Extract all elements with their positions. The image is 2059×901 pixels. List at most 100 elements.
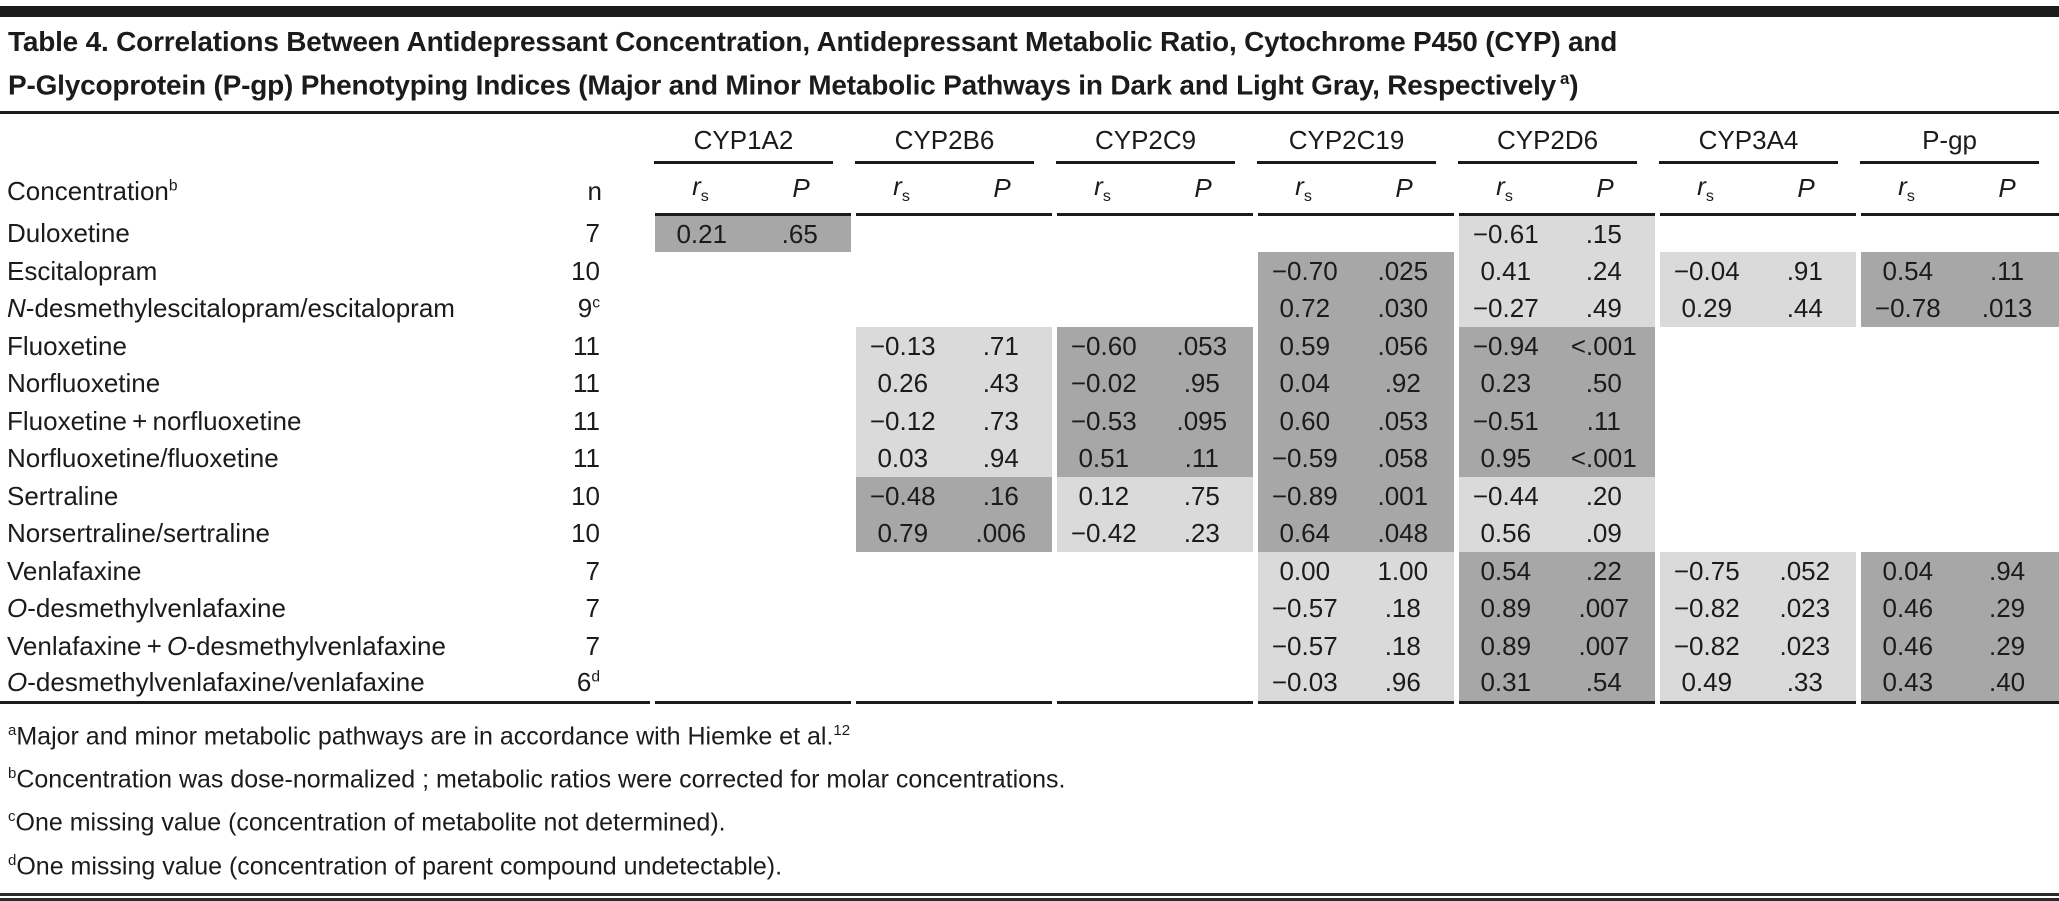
cell-p <box>1955 515 2059 553</box>
cell-rs: 0.72 <box>1252 289 1353 328</box>
cell-p <box>749 515 853 553</box>
table-row: Norfluoxetine 11 0.26.43 −0.02.95 0.04.92 0.2… <box>0 364 2059 403</box>
subcolumn-header-p: P <box>950 164 1055 217</box>
column-group-cyp3a4: CYP3A4 <box>1657 114 1858 165</box>
row-spacer <box>610 552 652 590</box>
cell-rs: 0.89 <box>1453 627 1554 665</box>
cell-p: .44 <box>1754 289 1859 328</box>
cell-rs: 0.04 <box>1855 552 1956 590</box>
cell-rs: −0.12 <box>850 402 951 440</box>
cell-rs: −0.02 <box>1051 364 1152 403</box>
row-label: Sertraline <box>7 480 119 511</box>
table-row: Venlafaxine 7 0.00 1.00 0.54.22 −0.75.052 0.04… <box>0 552 2059 590</box>
cell-rs: −0.13 <box>850 327 951 365</box>
subcolumn-header-p: P <box>1955 164 2059 217</box>
row-n-value: 11 <box>573 368 600 399</box>
cell-p <box>1151 627 1255 665</box>
row-spacer <box>610 665 652 703</box>
table-title-line2: P-Glycoprotein (P-gp) Phenotyping Indice… <box>8 69 1579 101</box>
cell-p <box>950 590 1054 628</box>
cell-rs: 0.49 <box>1654 664 1755 703</box>
subcolumn-header-p: P <box>1151 164 1256 217</box>
cell-rs: 0.59 <box>1252 327 1353 365</box>
cell-rs: 0.04 <box>1252 364 1353 403</box>
cell-rs: 0.60 <box>1252 402 1353 440</box>
cell-p: .007 <box>1553 627 1658 665</box>
cell-p: .006 <box>950 514 1055 553</box>
column-group-pgp: P-gp <box>1858 114 2059 165</box>
cell-p <box>950 627 1054 665</box>
cell-p: .053 <box>1352 402 1457 440</box>
table-row: O-desmethylvenlafaxine 7 −0.57.18 0.89.007−… <box>0 589 2059 628</box>
cell-rs: 0.31 <box>1453 664 1554 703</box>
cell-p: .71 <box>950 327 1055 365</box>
n-footnote-marker: c <box>592 294 600 312</box>
row-spacer <box>610 365 652 403</box>
cell-rs: −0.60 <box>1051 327 1152 365</box>
row-n-value: 11 <box>573 443 600 474</box>
cell-p: .056 <box>1352 327 1457 365</box>
cell-p <box>749 402 853 440</box>
row-label: Norsertraline/sertraline <box>7 518 270 549</box>
cell-p: .11 <box>1955 252 2059 290</box>
subcolumn-header-rs: rs <box>1054 164 1152 217</box>
bottom-rule-bar <box>0 893 2059 901</box>
cell-p <box>749 590 853 628</box>
table-title-line1: Table 4. Correlations Between Antidepres… <box>8 26 1618 57</box>
cell-p <box>1754 515 1858 553</box>
cell-rs: 0.56 <box>1453 514 1554 553</box>
cell-p <box>749 290 853 328</box>
cell-p: .15 <box>1553 214 1658 253</box>
cell-rs <box>1654 214 1755 253</box>
cell-p: .23 <box>1151 514 1256 553</box>
table-row: Fluoxetine 11 −0.13.71 −0.60.053 0.59.056 −0.… <box>0 327 2059 365</box>
footnote-b: bConcentration was dose-normalized ; met… <box>8 765 1066 794</box>
cell-rs <box>850 252 951 290</box>
row-n-value: 7 <box>585 593 600 624</box>
cell-p <box>950 252 1054 290</box>
row-spacer <box>610 252 652 290</box>
table-row: Venlafaxine + O-desmethylvenlafaxine 7 −0.… <box>0 627 2059 665</box>
cell-rs <box>1654 477 1755 515</box>
table-title: Table 4. Correlations Between Antidepres… <box>0 17 2059 111</box>
cell-p: .11 <box>1553 402 1658 440</box>
row-spacer <box>610 590 652 628</box>
reference-number: 12 <box>833 721 851 739</box>
footnote-c: cOne missing value (concentration of met… <box>8 808 726 837</box>
row-label: O-desmethylvenlafaxine/venlafaxine <box>7 667 425 698</box>
cell-rs: 0.54 <box>1855 252 1956 290</box>
cell-p: .29 <box>1955 589 2059 628</box>
cell-rs <box>1855 514 1956 553</box>
cell-p <box>749 365 853 403</box>
cell-rs: 0.00 <box>1252 552 1353 590</box>
cell-p <box>1955 215 2059 253</box>
cell-p: .007 <box>1553 589 1658 628</box>
row-spacer <box>610 402 652 440</box>
cell-rs: −0.75 <box>1654 552 1755 590</box>
cell-p: .20 <box>1553 477 1658 515</box>
cell-rs <box>649 514 749 553</box>
cell-p: .22 <box>1553 552 1658 590</box>
cell-rs: 0.03 <box>850 439 951 478</box>
cell-p: .75 <box>1151 477 1256 515</box>
cell-rs <box>1654 439 1755 478</box>
cell-rs <box>1855 439 1956 478</box>
footnotes: aMajor and minor metabolic pathways are … <box>0 704 2059 885</box>
cell-rs: −0.78 <box>1855 289 1956 328</box>
cell-rs <box>850 214 951 253</box>
row-n-value: 11 <box>573 405 600 436</box>
cell-rs <box>649 327 749 365</box>
cell-p: .052 <box>1754 552 1859 590</box>
cell-p: .16 <box>950 477 1055 515</box>
cell-rs: −0.70 <box>1252 252 1353 290</box>
table-row: Escitalopram 10 −0.70.025 0.41.24 −0.04.91 0.… <box>0 252 2059 290</box>
cell-p <box>749 627 853 665</box>
cell-p: .29 <box>1955 627 2059 665</box>
cell-p <box>1754 327 1858 365</box>
cell-p <box>1754 215 1858 253</box>
cell-rs: −0.03 <box>1252 664 1353 703</box>
cell-rs <box>1051 552 1152 590</box>
column-header-n: n <box>587 175 602 206</box>
row-label: Escitalopram <box>7 255 158 286</box>
